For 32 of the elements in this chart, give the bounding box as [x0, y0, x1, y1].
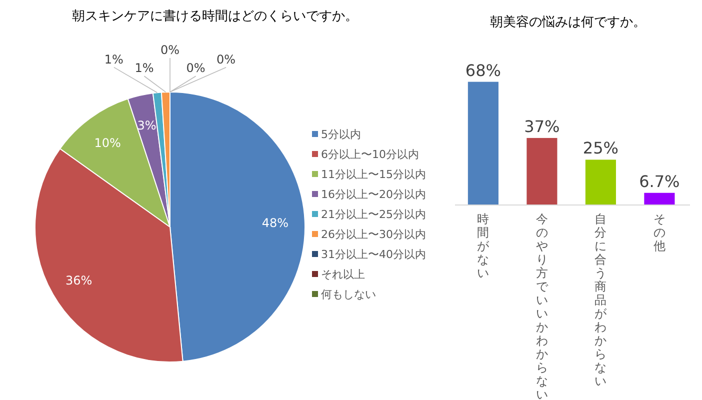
- legend-label: それ以上: [321, 268, 365, 281]
- data-label: 37%: [524, 116, 560, 136]
- x-tick-label: その他: [653, 212, 666, 253]
- legend-label: 11分以上〜15分以内: [321, 168, 426, 181]
- data-label: 36%: [65, 274, 92, 288]
- legend-label: 16分以上〜20分以内: [321, 188, 426, 201]
- data-label: 48%: [262, 216, 289, 230]
- chart-title: 朝美容の悩みは何ですか。: [490, 14, 646, 30]
- legend-label: 5分以内: [321, 128, 361, 141]
- data-label: 25%: [582, 138, 618, 158]
- data-label: 3%: [137, 118, 156, 132]
- legend-label: 何もしない: [321, 288, 376, 301]
- bar: [468, 82, 498, 205]
- legend-label: 26分以上〜30分以内: [321, 228, 426, 241]
- x-tick-label: 時間がない: [477, 212, 490, 280]
- data-label: 6.7%: [639, 172, 680, 191]
- bar: [644, 192, 675, 205]
- chart-title: 朝スキンケアに書ける時間はどのくらいですか。: [72, 9, 358, 24]
- category-label: 今のやり方でいいかわからない: [536, 212, 548, 400]
- text: 0%: [216, 52, 236, 66]
- bar: [526, 138, 558, 205]
- data-label: 10%: [94, 136, 121, 150]
- legend-label: 6分以上〜10分以内: [321, 148, 419, 161]
- text: 0%: [186, 61, 206, 76]
- category-label: 自分に合う商品がわからない: [594, 212, 607, 388]
- legend-label: 21分以上〜25分以内: [321, 208, 426, 221]
- legend-label: 31分以上〜40分以内: [321, 248, 426, 261]
- text: 0%: [160, 43, 180, 57]
- data-label: 1%: [134, 61, 154, 76]
- data-label: 68%: [465, 60, 501, 80]
- data-label: 1%: [104, 52, 124, 66]
- bar: [585, 160, 616, 205]
